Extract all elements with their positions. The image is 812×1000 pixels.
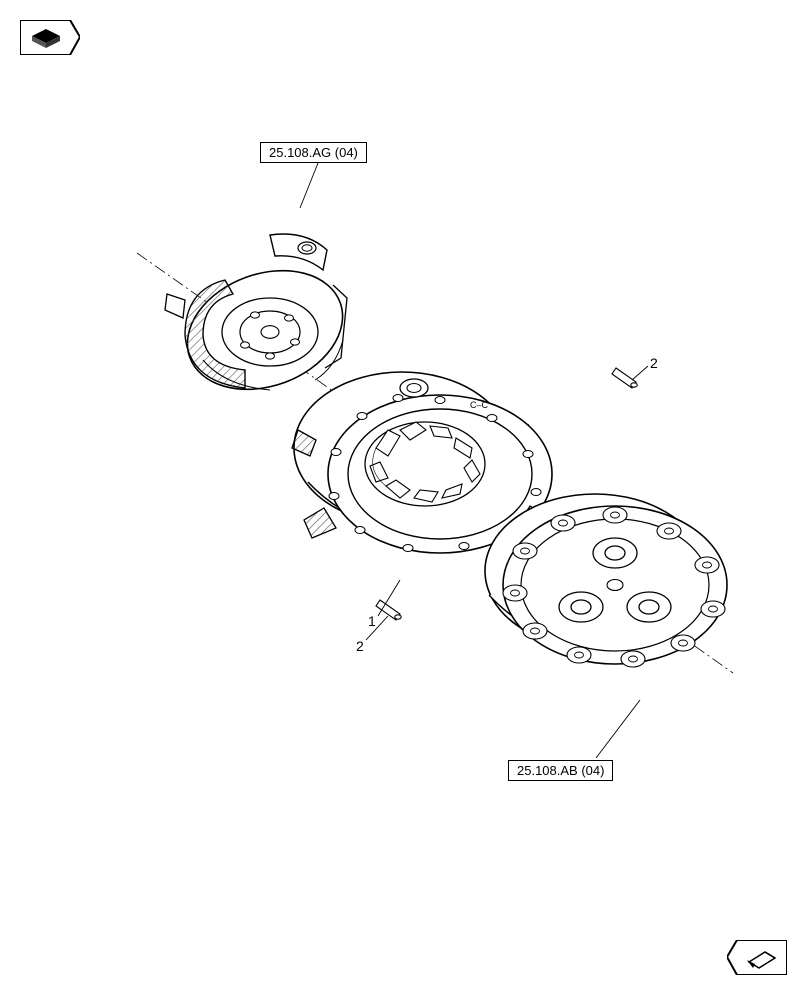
callout-2-lower: 2 — [356, 638, 364, 654]
dowel-pin-lower — [376, 600, 401, 620]
ref-label-bottom-text: 25.108.AB (04) — [517, 763, 604, 778]
svg-text:C–C: C–C — [470, 400, 489, 410]
exploded-view-diagram: C–C — [0, 0, 812, 1000]
steering-knuckle-housing — [165, 234, 359, 410]
callout-2-upper: 2 — [650, 355, 658, 371]
ref-label-top-text: 25.108.AG (04) — [269, 145, 358, 160]
callout-1: 1 — [368, 613, 376, 629]
dowel-pin-upper — [612, 368, 637, 388]
ref-label-top: 25.108.AG (04) — [260, 142, 367, 163]
planetary-cover — [485, 494, 727, 667]
ref-label-bottom: 25.108.AB (04) — [508, 760, 613, 781]
